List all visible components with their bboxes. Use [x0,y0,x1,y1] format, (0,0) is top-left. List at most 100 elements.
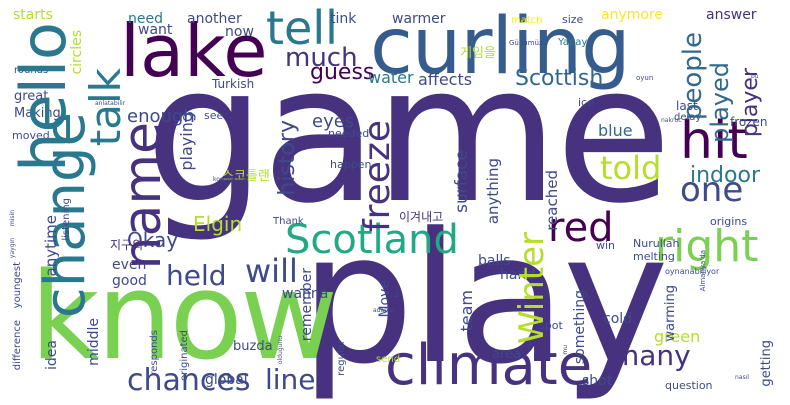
word-oyun: oyun [636,74,654,82]
word-curling: curling [370,2,631,92]
word-wanna: wanna [282,286,329,302]
word-need: need [128,11,163,27]
word-scottish: Scottish [515,66,604,91]
word-climate: climate [385,333,593,398]
word-guess: guess [310,60,375,85]
word-frozen: frozen [730,115,768,129]
word-delay: delay [674,112,702,123]
word-question: question [665,379,713,392]
word-affects: affects [418,70,473,89]
word-gunumuz: Günümüz [509,39,543,47]
word-told: told [600,149,662,187]
word-almanya: Almanya'da [699,250,707,292]
word-indoor: indoor [690,163,760,188]
word-match: match [511,15,543,26]
word-mu: mu [527,340,534,350]
word-want: want [138,22,173,38]
word-tell: tell [266,1,338,55]
word-move: Move [377,280,393,318]
word-freeze: freeze [357,120,398,233]
word-yaygin: yaygın [9,238,16,259]
word-red: red [548,205,614,251]
word-misin: misin [9,210,16,227]
word-youngest: youngest [12,262,23,309]
word-adapte: adapte [373,307,395,314]
word-spot: spot [539,319,563,332]
word-nasil: nasıl [735,374,749,381]
word-player: player [738,68,763,138]
word-hit: hit [680,111,748,171]
word-elgin: Elgin [193,212,243,236]
word-remember: remember [299,268,315,342]
word-warming: warming [663,285,678,342]
word-lake: lake [120,9,268,93]
word-cold: cold [603,311,633,327]
word-area: area [492,347,521,362]
word-origins: origins [710,215,748,228]
word-talk: talk [81,68,130,147]
word-bu: bu [751,73,759,80]
word-much: much [285,43,358,73]
word-reached: reached [543,170,561,231]
word-nurullah: Nurullah [633,237,680,250]
word-history: history [275,120,300,196]
word-anlatabilir: anlatabilir [95,100,126,107]
word-making: Making [14,106,61,121]
word-yapay: Yapay [558,37,588,48]
word-cjk2: 스코틀랜 [222,169,270,184]
word-something: something [572,290,588,365]
word-happen: happen [330,158,372,171]
word-chances: chances [127,363,251,398]
word-buzda: buzda [233,339,273,354]
word-will: will [245,252,298,290]
word-tink: tink [330,11,357,27]
word-anytime: anytime [42,215,60,277]
word-see: see [204,109,224,122]
word-okay: Okay [127,228,179,252]
word-size: size [562,13,584,26]
word-thank: Thank [273,216,304,227]
word-answer: answer [706,7,757,23]
word-winter: Winter [512,232,552,345]
word-needed: needed [328,127,370,140]
word-turkish: Turkish [212,77,255,91]
word-nakruc: nakruc [661,117,682,124]
word-middle: middle [86,318,102,366]
word-oldugunu: olduğunu [277,336,284,365]
word-balls: balls [478,253,511,269]
word-send: send [376,354,401,365]
word-anymore: anymore [601,7,664,23]
word-know: know [30,248,338,387]
word-win: win [596,239,616,252]
word-anything: anything [484,158,502,225]
word-regular: regular [336,340,347,376]
word-starts: starts [13,7,53,23]
word-surface: surface [452,150,472,213]
word-kosullarina: koşullarına [213,176,246,183]
word-good: good [112,273,147,289]
word-rounds: rounds [14,65,49,76]
word-listening: listening [61,198,72,241]
word-blue: blue [598,121,633,140]
word-originated: originated [179,330,190,382]
word-melting: melting [633,250,675,263]
word-now: now [225,24,254,40]
word-difference: difference [12,320,23,371]
word-tiny-bu: bu [394,290,401,298]
word-line: line [265,363,316,396]
word-cjk4: 지구의 [110,238,144,252]
word-eyes: eyes [312,111,355,132]
word-water: water [368,68,414,87]
word-tiny-mu: mu [562,345,569,355]
word-moved: moved [12,129,50,142]
word-another: another [187,11,242,27]
word-right: right [655,221,759,272]
word-global: global [205,372,248,388]
word-circles: circles [69,30,85,75]
word-hand: hand [500,267,536,283]
word-enough: enough [127,106,195,127]
word-oynanabiliyor: oynanabiliyor [665,267,720,276]
word-game: game [145,24,672,245]
word-responds: responds [149,330,160,376]
word-playing: playing [177,112,196,171]
